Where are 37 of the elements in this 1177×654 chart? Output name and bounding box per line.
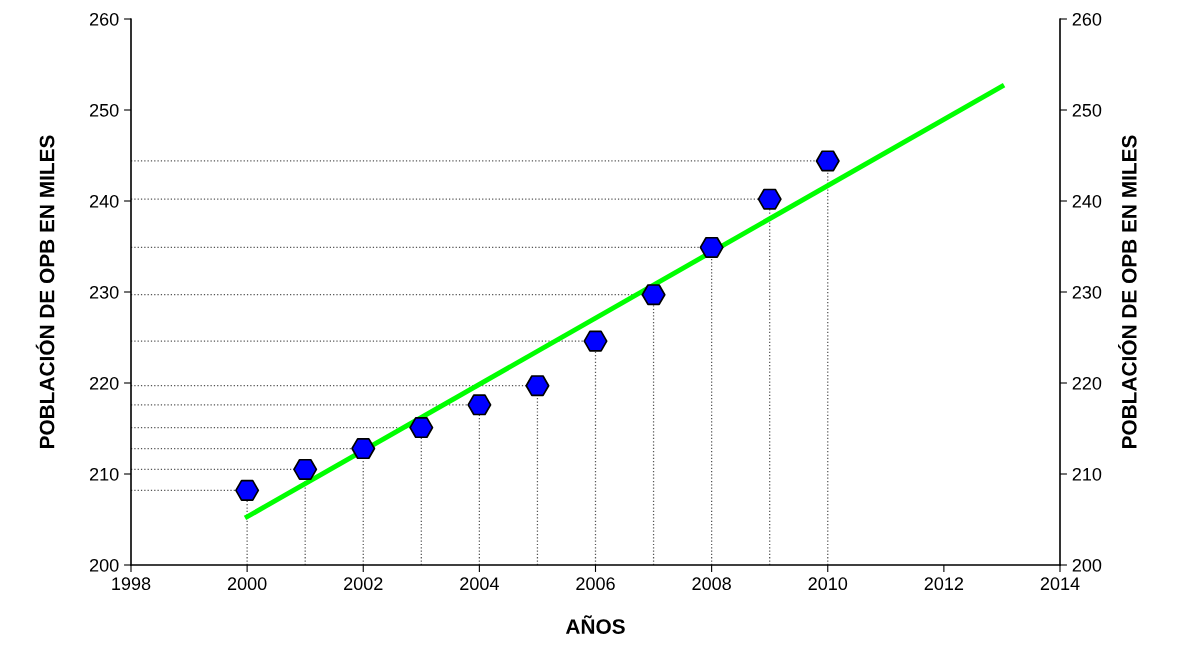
y-axis-title: POBLACIÓN DE OPB EN MILES: [35, 135, 55, 449]
point: [583, 330, 608, 352]
x-tick-label: 1998: [112, 577, 151, 591]
point: [409, 417, 434, 439]
point: [815, 150, 840, 172]
y-tick-label: 260: [89, 12, 119, 26]
y2-tick-label: 220: [1072, 376, 1102, 390]
point: [699, 236, 724, 258]
x-tick-label: 2000: [227, 577, 267, 591]
x-tick-label: 2012: [924, 577, 964, 591]
point: [467, 394, 492, 416]
x-tick-label: 2014: [1040, 577, 1080, 591]
y2-tick-label: 200: [1072, 558, 1102, 572]
y-tick-label: 240: [89, 194, 119, 208]
y2-tick-label: 230: [1072, 285, 1102, 299]
point: [235, 479, 260, 501]
y2-tick-label: 210: [1072, 467, 1102, 481]
y-tick-label: 220: [89, 376, 119, 390]
point: [641, 284, 666, 306]
y2-axis-title: POBLACIÓN DE OPB EN MILES: [1118, 135, 1137, 449]
point: [351, 437, 376, 460]
y-tick-label: 230: [89, 285, 119, 299]
y-tick-label: 250: [89, 103, 119, 117]
point: [525, 375, 550, 397]
x-axis-title: AÑOS: [565, 615, 625, 634]
point: [293, 458, 318, 480]
point: [757, 188, 782, 210]
y2-tick-label: 250: [1072, 103, 1102, 117]
y-tick-label: 210: [89, 467, 119, 481]
x-tick-label: 2004: [460, 577, 499, 591]
x-tick-label: 2008: [692, 577, 731, 591]
x-tick-label: 2002: [344, 577, 383, 591]
y2-tick-label: 240: [1072, 194, 1102, 208]
x-tick-label: 2006: [576, 577, 615, 591]
x-tick-label: 2010: [808, 577, 848, 591]
y-tick-label: 200: [89, 558, 119, 572]
y2-tick-label: 260: [1072, 12, 1102, 26]
